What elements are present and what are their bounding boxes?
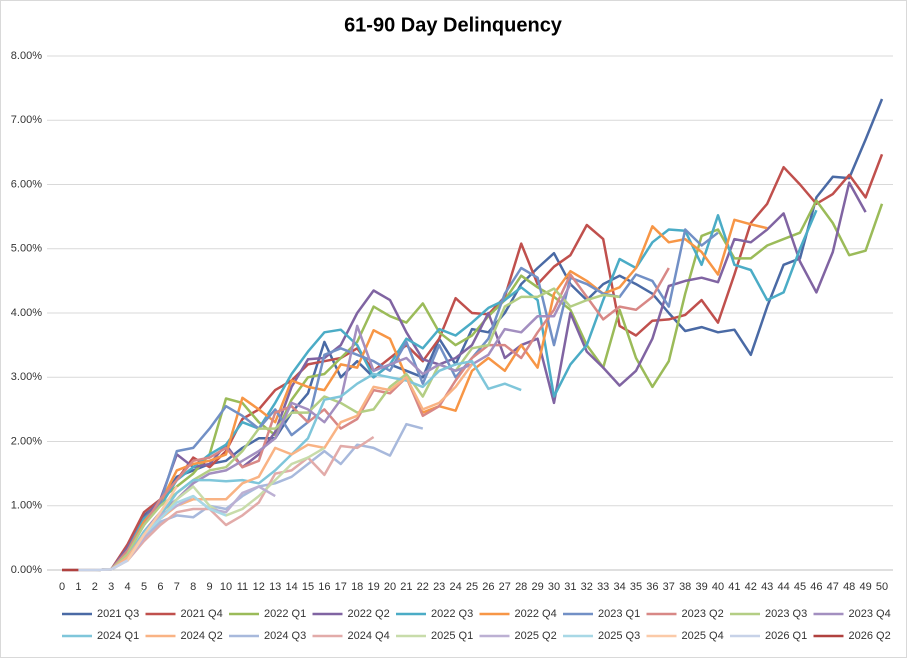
x-tick-label: 16 [318,581,330,593]
x-tick-label: 48 [843,581,855,593]
legend-label: 2022 Q4 [515,608,557,620]
x-tick-label: 42 [745,581,757,593]
x-tick-label: 37 [663,581,675,593]
x-tick-label: 21 [400,581,412,593]
x-tick-label: 19 [367,581,379,593]
x-tick-label: 49 [859,581,871,593]
x-tick-label: 36 [646,581,658,593]
x-tick-label: 11 [237,581,248,593]
x-tick-label: 43 [761,581,773,593]
y-tick-label: 6.00% [11,178,42,190]
x-tick-label: 27 [499,581,511,593]
x-tick-label: 4 [125,581,131,593]
x-tick-label: 8 [190,581,196,593]
y-tick-label: 0.00% [11,564,42,576]
x-tick-label: 1 [75,581,81,593]
legend-label: 2026 Q1 [765,630,807,642]
x-tick-label: 13 [269,581,281,593]
legend-label: 2023 Q3 [765,608,807,620]
legend-label: 2023 Q2 [682,608,724,620]
x-tick-label: 24 [449,581,461,593]
y-tick-label: 4.00% [11,307,42,319]
legend-label: 2022 Q3 [431,608,473,620]
x-tick-label: 35 [630,581,642,593]
x-tick-label: 15 [302,581,314,593]
legend-label: 2022 Q2 [348,608,390,620]
x-tick-label: 12 [253,581,265,593]
x-tick-label: 20 [384,581,396,593]
legend-label: 2023 Q4 [849,608,891,620]
y-tick-label: 3.00% [11,371,42,383]
legend-label: 2025 Q4 [682,630,724,642]
x-tick-label: 3 [108,581,114,593]
x-tick-label: 25 [466,581,478,593]
y-tick-label: 7.00% [11,114,42,126]
x-tick-label: 39 [695,581,707,593]
legend-label: 2025 Q3 [598,630,640,642]
chart-title: 61-90 Day Delinquency [344,14,563,36]
x-tick-label: 38 [679,581,691,593]
x-tick-label: 18 [351,581,363,593]
series-line [62,287,620,572]
x-tick-label: 50 [876,581,888,593]
x-tick-label: 30 [548,581,560,593]
x-tick-label: 7 [174,581,180,593]
series-line [62,181,867,572]
x-tick-label: 10 [220,581,232,593]
x-tick-label: 31 [564,581,576,593]
x-tick-label: 5 [141,581,147,593]
legend-label: 2024 Q4 [348,630,390,642]
x-tick-label: 9 [207,581,213,593]
legend-label: 2024 Q3 [264,630,306,642]
x-tick-label: 41 [728,581,740,593]
legend-label: 2021 Q4 [181,608,223,620]
legend-label: 2026 Q2 [849,630,891,642]
y-tick-label: 8.00% [11,50,42,62]
x-tick-label: 17 [335,581,347,593]
x-tick-label: 46 [810,581,822,593]
x-tick-label: 28 [515,581,527,593]
x-tick-label: 14 [285,581,297,593]
legend-label: 2022 Q1 [264,608,306,620]
x-tick-label: 6 [157,581,163,593]
y-tick-label: 2.00% [11,435,42,447]
x-tick-label: 34 [613,581,625,593]
x-tick-label: 47 [827,581,839,593]
series-line [62,267,670,572]
legend-label: 2021 Q3 [97,608,139,620]
x-tick-label: 40 [712,581,724,593]
x-tick-label: 26 [482,581,494,593]
y-tick-label: 1.00% [11,500,42,512]
x-tick-label: 2 [92,581,98,593]
legend-label: 2025 Q1 [431,630,473,642]
legend-label: 2024 Q1 [97,630,139,642]
x-tick-label: 0 [59,581,65,593]
legend-label: 2025 Q2 [515,630,557,642]
x-tick-label: 32 [581,581,593,593]
legend-label: 2023 Q1 [598,608,640,620]
y-tick-label: 5.00% [11,243,42,255]
x-tick-label: 29 [531,581,543,593]
legend-label: 2024 Q2 [181,630,223,642]
x-tick-label: 44 [777,581,789,593]
x-tick-label: 23 [433,581,445,593]
x-tick-label: 33 [597,581,609,593]
x-tick-label: 45 [794,581,806,593]
x-tick-label: 22 [417,581,429,593]
series-line [62,363,474,572]
